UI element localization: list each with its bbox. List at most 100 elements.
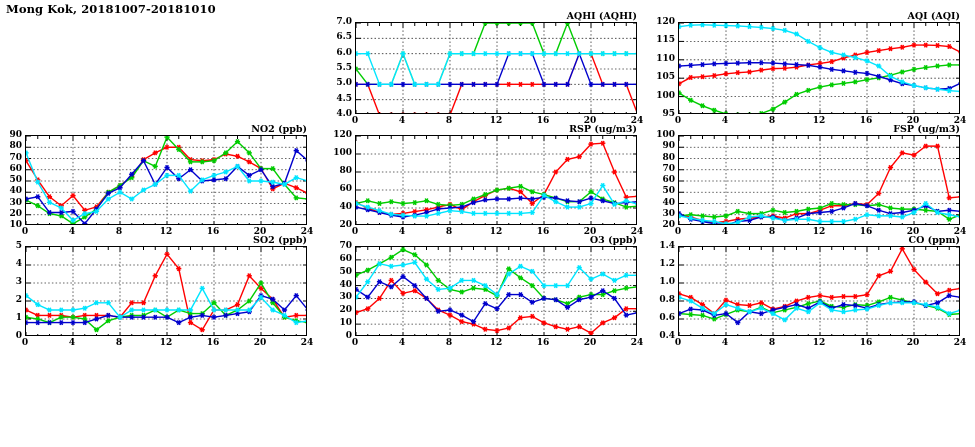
x-tick-label: 0 (351, 338, 359, 348)
chart-panel-o3: O3 (ppb) 0 10 20 30 40 50 60 70 0 4 8 12 16 20 24 (339, 235, 643, 348)
gridlines-o3 (356, 247, 636, 335)
y-tick-label: 6.5 (336, 32, 352, 43)
x-tick-label: 20 (583, 338, 597, 348)
x-tick-label: 0 (21, 338, 29, 348)
plot-canvas-co (679, 247, 959, 335)
plot-canvas-aqi (679, 23, 959, 113)
series-o3-red (356, 277, 636, 335)
tickmarks-co (679, 247, 959, 335)
y-tick-label: 50 (9, 175, 22, 185)
y-tick-label: 10 (9, 220, 22, 230)
y-tick-label: 70 (662, 163, 675, 174)
plot-frame-aqhi (355, 22, 637, 114)
x-tick-label: 12 (159, 227, 173, 237)
x-tick-label: 4 (68, 338, 76, 348)
x-tick-label: 24 (630, 116, 644, 126)
panel-title-rsp: RSP (ug/m3) (569, 124, 637, 135)
tickmarks-rsp (356, 136, 636, 224)
x-tick-label: 20 (906, 338, 920, 348)
chart-panel-so2: SO2 (ppb) 0 1 2 3 4 5 0 4 8 12 16 20 24 (16, 235, 314, 348)
x-tick-label: 16 (206, 338, 220, 348)
panel-title-so2: SO2 (ppb) (253, 235, 307, 246)
y-tick-label: 40 (339, 202, 352, 212)
x-tick-label: 4 (398, 116, 406, 126)
series-o3-blue (356, 273, 636, 325)
y-tick-label: 90 (662, 141, 675, 152)
x-tick-label: 4 (721, 116, 729, 126)
y-tick-label: 0.6 (659, 313, 675, 323)
y-tick-label: 20 (662, 220, 675, 230)
y-tick-label: 1.0 (659, 277, 675, 287)
x-tick-label: 12 (489, 116, 503, 126)
y-tick-label: 120 (333, 130, 352, 140)
y-tick-label: 50 (339, 266, 352, 277)
x-tick-label: 16 (206, 227, 220, 237)
y-tick-label: 0.8 (659, 295, 675, 305)
series-rsp-cyan (356, 182, 636, 219)
y-tick-label: 7.0 (336, 17, 352, 27)
tickmarks-aqhi (356, 23, 636, 113)
x-tick-label: 8 (115, 227, 123, 237)
y-tick-label: 40 (662, 197, 675, 208)
x-tick-label: 20 (906, 227, 920, 237)
gridlines-aqhi (356, 23, 636, 113)
x-tick-label: 20 (253, 227, 267, 237)
y-tick-label: 95 (662, 109, 675, 119)
series-no2-blue (26, 147, 306, 224)
tickmarks-o3 (356, 247, 636, 335)
y-tick-label: 10 (339, 318, 352, 329)
x-tick-label: 0 (674, 116, 682, 126)
x-tick-label: 24 (630, 227, 644, 237)
panel-title-no2: NO2 (ppb) (251, 124, 307, 135)
plot-canvas-fsp (679, 136, 959, 224)
y-tick-label: 1 (15, 313, 22, 323)
x-tick-label: 0 (351, 116, 359, 126)
series-aqi-red (679, 42, 959, 87)
y-tick-label: 0 (345, 331, 352, 341)
x-tick-label: 4 (398, 338, 406, 348)
tickmarks-fsp (679, 136, 959, 224)
y-tick-label: 100 (333, 148, 352, 158)
series-so2-green (26, 280, 306, 333)
y-tick-label: 70 (339, 241, 352, 251)
plot-canvas-no2 (26, 136, 306, 224)
plot-canvas-aqhi (356, 23, 636, 113)
series-so2-red (26, 251, 306, 333)
x-tick-label: 8 (768, 227, 776, 237)
x-tick-label: 4 (68, 227, 76, 237)
y-tick-label: 20 (339, 220, 352, 230)
plot-canvas-so2 (26, 247, 306, 335)
x-tick-label: 12 (812, 116, 826, 126)
x-tick-label: 12 (812, 227, 826, 237)
x-tick-label: 8 (445, 338, 453, 348)
x-tick-label: 0 (674, 227, 682, 237)
series-so2-cyan (26, 285, 306, 326)
series-so2-blue (26, 292, 306, 326)
x-tick-label: 16 (536, 227, 550, 237)
y-tick-label: 30 (339, 292, 352, 303)
series-aqi-cyan (679, 23, 959, 94)
x-tick-label: 8 (445, 116, 453, 126)
y-tick-label: 1.2 (659, 259, 675, 269)
x-tick-label: 16 (859, 116, 873, 126)
series-rsp-green (356, 183, 636, 210)
y-tick-label: 0.4 (659, 331, 675, 341)
y-tick-label: 4.5 (336, 93, 352, 104)
chart-panel-aqi: AQI (AQI) 95 100 105 110 115 120 0 4 8 12 16 20 24 (656, 11, 966, 126)
plot-frame-co (678, 246, 960, 336)
y-tick-label: 70 (9, 152, 22, 163)
series-no2-red (26, 144, 306, 213)
y-tick-label: 40 (9, 186, 22, 197)
series-no2-cyan (26, 150, 306, 224)
x-tick-label: 20 (253, 338, 267, 348)
y-tick-label: 4 (15, 259, 22, 269)
y-tick-label: 30 (9, 197, 22, 208)
series-o3-green (356, 247, 636, 307)
x-tick-label: 8 (768, 338, 776, 348)
x-tick-label: 0 (351, 227, 359, 237)
tickmarks-so2 (26, 247, 306, 335)
y-tick-label: 80 (662, 152, 675, 163)
x-tick-label: 12 (812, 338, 826, 348)
plot-canvas-rsp (356, 136, 636, 224)
